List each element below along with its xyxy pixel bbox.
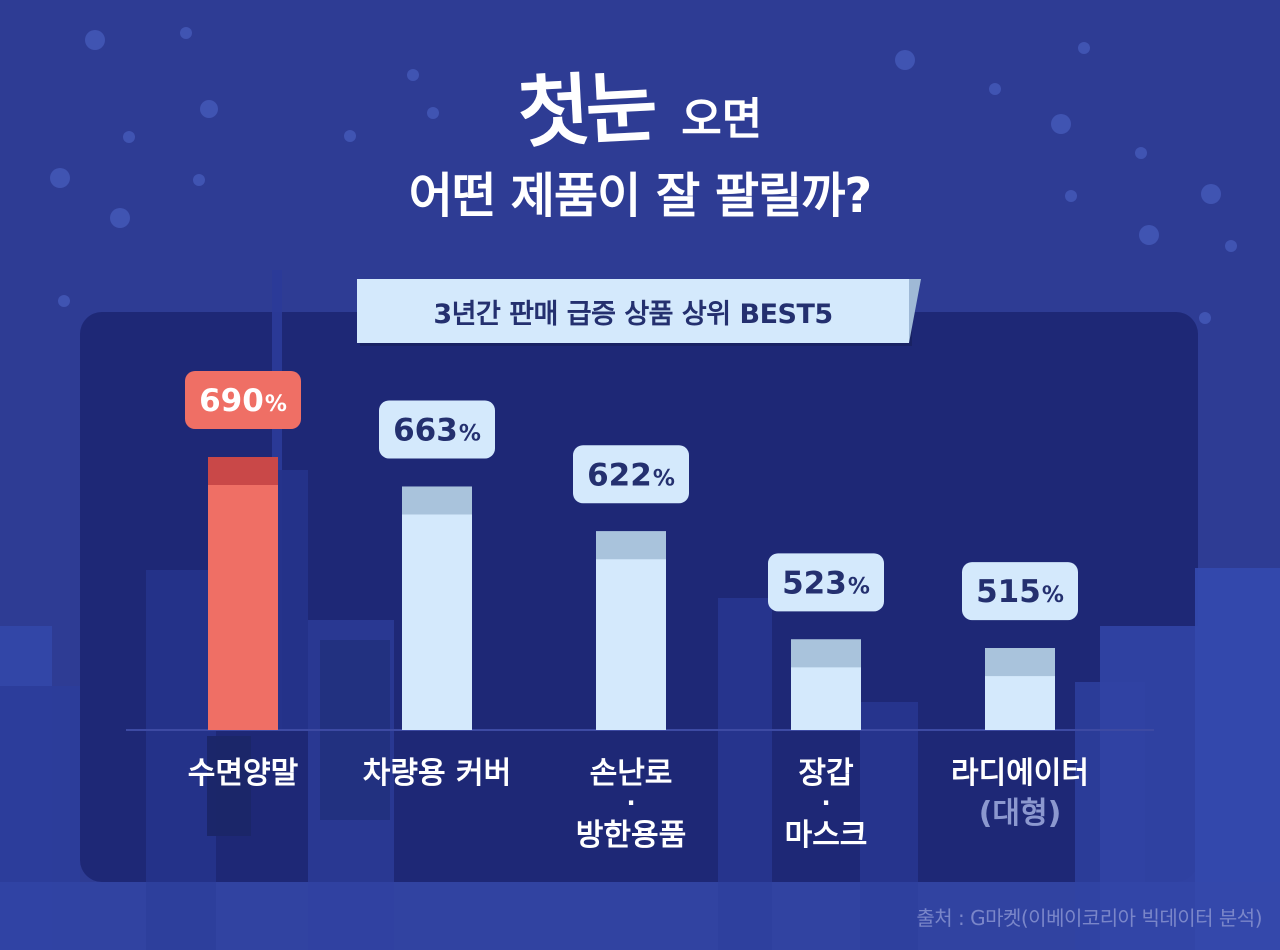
building <box>207 736 251 836</box>
value-label: 663% <box>393 412 481 448</box>
snow-dot <box>895 50 915 70</box>
bar-group: 622% <box>573 445 689 730</box>
snow-dot <box>1139 225 1159 245</box>
bars: 690% 663% 622% 523% 515% <box>185 371 1078 730</box>
value-label: 523% <box>782 565 870 601</box>
category-label: 수면양말 <box>188 756 299 791</box>
bar-group: 515% <box>962 562 1078 730</box>
value-label-box <box>185 371 301 429</box>
snow-dot <box>1201 184 1221 204</box>
snow-dot <box>1078 42 1090 54</box>
snow-dot <box>1135 147 1147 159</box>
value-label-box <box>573 445 689 504</box>
snow-dot <box>344 130 356 142</box>
bar-shadow <box>402 486 472 515</box>
category-label: 방한용품 <box>576 818 686 853</box>
bar-group: 690% <box>185 371 301 730</box>
snow-dot <box>110 208 130 228</box>
value-label-box <box>768 553 884 612</box>
category-label: (대형) <box>979 796 1062 831</box>
bar-group: 663% <box>379 400 495 730</box>
value-label: 690% <box>199 383 287 419</box>
city-silhouette <box>0 270 1280 950</box>
value-label: 622% <box>587 457 675 493</box>
snow-dot <box>1051 114 1071 134</box>
category-label: 라디에이터 <box>951 756 1089 791</box>
category-label: 차량용 커버 <box>363 756 511 791</box>
snow-dot <box>989 83 1001 95</box>
bar <box>596 531 666 730</box>
ribbon-fold <box>909 279 921 343</box>
category-label: 손난로 <box>590 756 673 791</box>
snow-dot <box>407 69 419 81</box>
bar-shadow <box>985 648 1055 677</box>
title: 첫눈 오면 어떤 제품이 잘 팔릴까? <box>0 40 1280 220</box>
snow-dot <box>1225 240 1237 252</box>
snow-dot <box>1199 312 1211 324</box>
bar-group: 523% <box>768 553 884 730</box>
title-emphasis: 첫눈 <box>515 62 656 160</box>
category-label: 마스크 <box>785 818 868 853</box>
bar-shadow <box>596 531 666 560</box>
snow-dot <box>58 295 70 307</box>
bar <box>208 457 278 730</box>
category-label: · <box>821 789 830 817</box>
value-label: 515% <box>976 574 1064 610</box>
bar-shadow <box>791 639 861 668</box>
subtitle-ribbon: 3년간 판매 급증 상품 상위 BEST5 <box>357 279 909 343</box>
snow-dot <box>123 131 135 143</box>
snow-dot <box>85 30 105 50</box>
category-label: · <box>626 789 635 817</box>
snow-dot <box>1065 190 1077 202</box>
snow-dot <box>50 168 70 188</box>
bar-shadow <box>208 457 278 485</box>
title-line2: 어떤 제품이 잘 팔릴까? <box>408 168 872 224</box>
title-rest: 오면 <box>681 94 763 145</box>
snow-dot <box>200 100 218 118</box>
snow-dot <box>180 27 192 39</box>
value-label-box <box>379 400 495 459</box>
value-label-box <box>962 562 1078 621</box>
category-label: 장갑 <box>798 756 854 791</box>
snow-dot <box>193 174 205 186</box>
ground-band <box>0 882 1280 950</box>
building <box>278 470 308 730</box>
bar <box>402 486 472 730</box>
source-note: 출처 : G마켓(이베이코리아 빅데이터 분석) <box>916 906 1262 930</box>
snow-dot <box>427 107 439 119</box>
